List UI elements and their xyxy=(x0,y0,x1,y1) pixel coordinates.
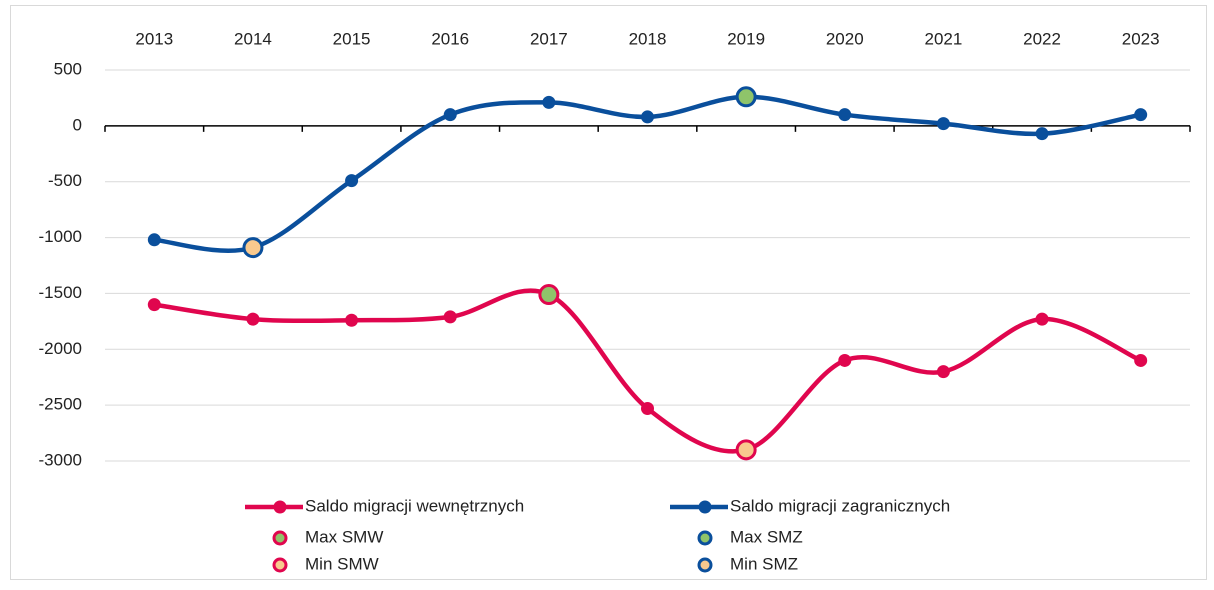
legend-label: Min SMW xyxy=(305,554,379,573)
point-marker xyxy=(147,298,161,312)
point-marker xyxy=(1035,127,1049,141)
x-tick-label: 2014 xyxy=(234,29,272,48)
x-tick-label: 2022 xyxy=(1023,29,1061,48)
point-marker xyxy=(1134,353,1148,367)
x-tick-label: 2023 xyxy=(1122,29,1160,48)
x-tick-label: 2015 xyxy=(333,29,371,48)
point-marker xyxy=(641,401,654,415)
highlight-marker xyxy=(735,86,757,108)
legend-label: Saldo migracji zagranicznych xyxy=(730,496,950,515)
x-tick-label: 2016 xyxy=(431,29,469,48)
legend-marker xyxy=(698,500,712,514)
legend-marker xyxy=(272,557,288,573)
y-tick-label: -2000 xyxy=(39,339,82,358)
point-marker xyxy=(246,312,260,326)
point-marker xyxy=(838,353,852,367)
point-marker xyxy=(147,233,161,247)
point-marker xyxy=(443,310,457,324)
legend-marker xyxy=(273,500,287,514)
y-tick-label: -1000 xyxy=(39,227,82,246)
legend-marker xyxy=(272,530,288,546)
point-marker xyxy=(1035,312,1049,326)
legend-label: Max SMZ xyxy=(730,527,803,546)
y-tick-label: 0 xyxy=(73,115,82,134)
point-marker xyxy=(443,108,457,122)
y-tick-label: -1500 xyxy=(39,283,82,302)
point-marker xyxy=(936,117,950,131)
series-line xyxy=(152,288,1143,454)
point-marker xyxy=(838,108,852,122)
legend-marker xyxy=(697,530,713,546)
y-tick-label: 500 xyxy=(54,59,82,78)
x-tick-label: 2019 xyxy=(727,29,765,48)
y-tick-label: -3000 xyxy=(39,450,82,469)
x-tick-label: 2021 xyxy=(924,29,962,48)
x-tick-label: 2013 xyxy=(135,29,173,48)
point-marker xyxy=(936,365,950,379)
highlight-marker xyxy=(735,439,757,461)
y-tick-label: -500 xyxy=(48,171,82,190)
point-marker xyxy=(641,110,654,124)
x-tick-label: 2017 xyxy=(530,29,568,48)
legend-label: Min SMZ xyxy=(730,554,798,573)
legend-marker xyxy=(697,557,713,573)
legend-label: Max SMW xyxy=(305,527,383,546)
y-tick-label: -2500 xyxy=(39,395,82,414)
chart-border xyxy=(10,5,1207,580)
point-marker xyxy=(542,95,556,109)
legend-label: Saldo migracji wewnętrznych xyxy=(305,496,524,515)
x-tick-label: 2020 xyxy=(826,29,864,48)
highlight-marker xyxy=(242,237,264,259)
highlight-marker xyxy=(538,284,560,306)
point-marker xyxy=(345,313,359,327)
point-marker xyxy=(1134,108,1148,122)
x-tick-label: 2018 xyxy=(629,29,667,48)
point-marker xyxy=(345,174,359,188)
